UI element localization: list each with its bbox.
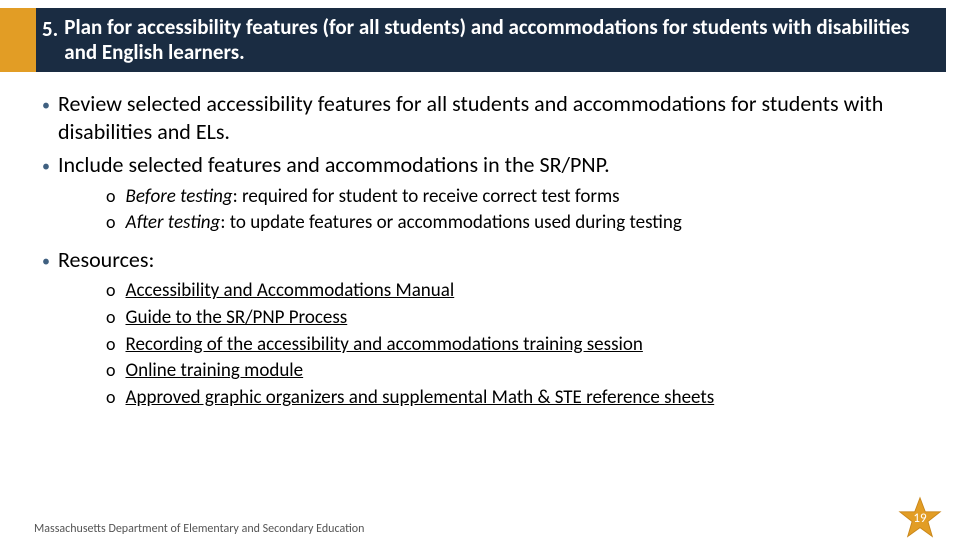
- sub-marker-icon: o: [106, 359, 116, 384]
- resource-item: o Accessibility and Accommodations Manua…: [106, 279, 932, 304]
- sub-marker-icon: o: [106, 211, 116, 236]
- bullet-dot-icon: •: [42, 246, 50, 274]
- resource-list: o Accessibility and Accommodations Manua…: [106, 279, 932, 410]
- bullet-item: • Include selected features and accommod…: [42, 151, 932, 179]
- resource-link[interactable]: Accessibility and Accommodations Manual: [126, 279, 455, 304]
- sub-text: Before testing: required for student to …: [126, 185, 620, 210]
- slide-header: 5. Plan for accessibility features (for …: [0, 8, 946, 72]
- resource-link[interactable]: Approved graphic organizers and suppleme…: [126, 386, 715, 411]
- sub-item: o After testing: to update features or a…: [106, 211, 932, 236]
- bullet-text: Include selected features and accommodat…: [58, 151, 610, 179]
- resource-item: o Guide to the SR/PNP Process: [106, 306, 932, 331]
- title-text: Plan for accessibility features (for all…: [64, 15, 932, 65]
- page-number-star: 19: [898, 496, 942, 540]
- sub-marker-icon: o: [106, 279, 116, 304]
- sub-marker-icon: o: [106, 333, 116, 358]
- sub-marker-icon: o: [106, 185, 116, 210]
- resource-link[interactable]: Online training module: [126, 359, 304, 384]
- footer-text: Massachusetts Department of Elementary a…: [34, 522, 364, 536]
- title-number: 5.: [42, 14, 58, 42]
- resource-link[interactable]: Recording of the accessibility and accom…: [126, 333, 643, 358]
- bullet-item: • Resources:: [42, 246, 932, 274]
- sub-list: o Before testing: required for student t…: [106, 185, 932, 236]
- sub-text: After testing: to update features or acc…: [126, 211, 682, 236]
- resource-link[interactable]: Guide to the SR/PNP Process: [126, 306, 348, 331]
- sub-marker-icon: o: [106, 386, 116, 411]
- bullet-item: • Review selected accessibility features…: [42, 90, 932, 145]
- page-number: 19: [913, 511, 926, 526]
- bullet-text: Resources:: [58, 246, 154, 274]
- accent-block: [0, 8, 36, 72]
- slide-content: • Review selected accessibility features…: [0, 72, 960, 411]
- resource-item: o Online training module: [106, 359, 932, 384]
- sub-item: o Before testing: required for student t…: [106, 185, 932, 210]
- bullet-dot-icon: •: [42, 151, 50, 179]
- bullet-text: Review selected accessibility features f…: [58, 90, 932, 145]
- title-block: 5. Plan for accessibility features (for …: [36, 8, 946, 72]
- resource-item: o Recording of the accessibility and acc…: [106, 333, 932, 358]
- bullet-dot-icon: •: [42, 90, 50, 145]
- resource-item: o Approved graphic organizers and supple…: [106, 386, 932, 411]
- sub-marker-icon: o: [106, 306, 116, 331]
